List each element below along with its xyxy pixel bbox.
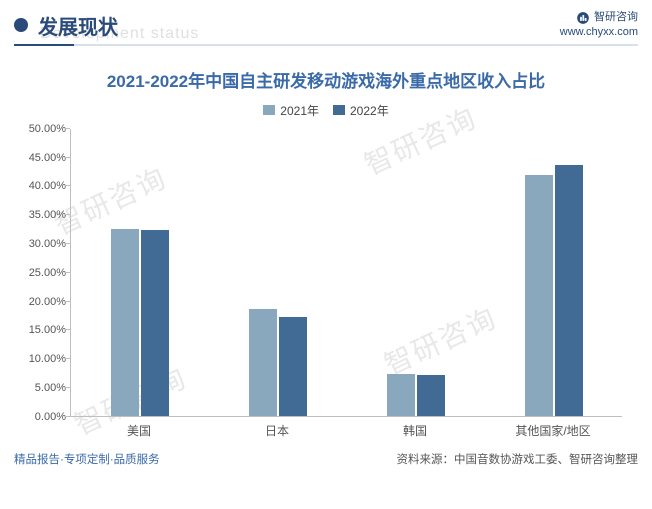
legend-label: 2022年 (350, 102, 389, 119)
brand-url: www.chyxx.com (560, 25, 638, 40)
legend-swatch (263, 105, 275, 115)
header-title-cn: 发展现状 (38, 11, 118, 40)
y-tick-label: 40.00% (14, 180, 66, 192)
x-tick-label: 美国 (127, 422, 151, 439)
header: 发展现状 Development status 智研咨询 www.chyxx.c… (0, 0, 652, 47)
chart-area: 0.00% 5.00% 10.00% 15.00% 20.00% 25.00% 30.00%… (14, 125, 632, 445)
y-tick-mark (65, 416, 70, 417)
header-left: 发展现状 Development status (14, 11, 118, 40)
bar (387, 374, 415, 415)
y-tick-mark (65, 272, 70, 273)
brand-logo-icon (576, 11, 590, 25)
y-tick-label: 5.00% (14, 382, 66, 394)
y-tick-mark (65, 185, 70, 186)
header-bullet-icon (14, 18, 28, 32)
footer: 精品报告·专项定制·品质服务 资料来源：中国音数协游戏工委、智研咨询整理 (0, 445, 652, 475)
y-tick-mark (65, 329, 70, 330)
bar (417, 375, 445, 415)
y-tick-mark (65, 214, 70, 215)
bar (555, 165, 583, 416)
y-tick-label: 15.00% (14, 324, 66, 336)
y-tick-label: 50.00% (14, 123, 66, 135)
legend-item-2022: 2022年 (333, 102, 389, 119)
y-tick-mark (65, 243, 70, 244)
chart-plot (70, 129, 622, 417)
x-tick-label: 其他国家/地区 (515, 422, 590, 439)
x-tick-label: 日本 (265, 422, 289, 439)
y-tick-label: 25.00% (14, 267, 66, 279)
chart-title: 2021-2022年中国自主研发移动游戏海外重点地区收入占比 (0, 47, 652, 102)
y-tick-mark (65, 157, 70, 158)
y-tick-mark (65, 128, 70, 129)
header-brand: 智研咨询 www.chyxx.com (560, 10, 638, 41)
y-tick-mark (65, 301, 70, 302)
header-underline (14, 44, 638, 46)
bar (525, 175, 553, 416)
footer-source: 资料来源：中国音数协游戏工委、智研咨询整理 (397, 451, 639, 467)
bar (111, 229, 139, 416)
y-tick-mark (65, 358, 70, 359)
legend-item-2021: 2021年 (263, 102, 319, 119)
y-tick-label: 30.00% (14, 238, 66, 250)
chart-legend: 2021年 2022年 (0, 102, 652, 125)
brand-name: 智研咨询 (594, 10, 638, 25)
y-tick-label: 35.00% (14, 209, 66, 221)
y-tick-label: 20.00% (14, 296, 66, 308)
y-tick-mark (65, 387, 70, 388)
y-tick-label: 10.00% (14, 353, 66, 365)
legend-swatch (333, 105, 345, 115)
y-tick-label: 45.00% (14, 152, 66, 164)
bar (249, 309, 277, 416)
y-tick-label: 0.00% (14, 411, 66, 423)
footer-left: 精品报告·专项定制·品质服务 (14, 451, 160, 467)
bar (141, 230, 169, 416)
bar (279, 317, 307, 415)
legend-label: 2021年 (280, 102, 319, 119)
x-tick-label: 韩国 (403, 422, 427, 439)
